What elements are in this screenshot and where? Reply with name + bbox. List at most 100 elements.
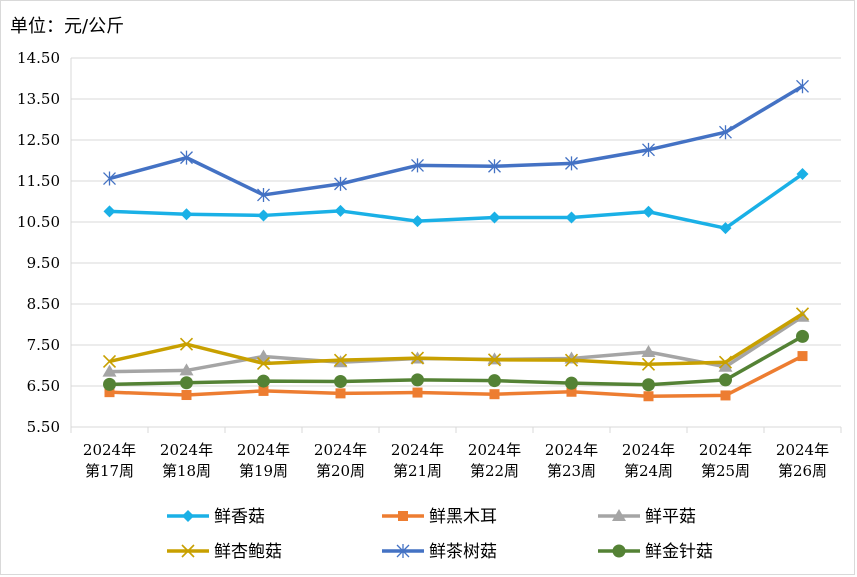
data-point bbox=[612, 509, 626, 521]
legend-item: 鲜茶树菇 bbox=[382, 542, 497, 562]
x-tick-label-week: 第23周 bbox=[547, 462, 596, 480]
data-point bbox=[642, 205, 655, 218]
legend-label: 鲜黑木耳 bbox=[429, 507, 497, 527]
data-point bbox=[795, 307, 810, 321]
plot-area bbox=[102, 79, 810, 402]
data-point bbox=[333, 353, 348, 367]
series-line bbox=[109, 354, 804, 398]
data-point bbox=[718, 359, 733, 372]
x-tick-label-year: 2024年 bbox=[468, 441, 521, 459]
x-tick-label-year: 2024年 bbox=[391, 441, 444, 459]
x-tick-label-year: 2024年 bbox=[314, 441, 367, 459]
data-point bbox=[180, 150, 193, 165]
data-point bbox=[565, 156, 578, 171]
series-line bbox=[109, 312, 804, 367]
unit-label: 单位：元/公斤 bbox=[10, 16, 125, 37]
data-point bbox=[257, 374, 270, 388]
data-point bbox=[797, 351, 808, 362]
series-4 bbox=[102, 307, 810, 371]
data-point bbox=[641, 357, 656, 371]
data-point bbox=[488, 211, 501, 224]
data-point bbox=[334, 204, 347, 217]
x-tick-label-week: 第19周 bbox=[239, 462, 288, 480]
data-point bbox=[256, 356, 271, 371]
y-tick-label: 12.50 bbox=[17, 131, 60, 149]
x-tick-label-week: 第20周 bbox=[316, 462, 365, 480]
data-point bbox=[718, 355, 733, 369]
data-point bbox=[488, 374, 501, 388]
x-tick-label-year: 2024年 bbox=[622, 441, 675, 459]
x-tick-label-year: 2024年 bbox=[545, 441, 598, 459]
y-tick-label: 5.50 bbox=[27, 418, 60, 436]
data-point bbox=[411, 373, 424, 387]
data-point bbox=[180, 376, 193, 390]
x-tick-label-week: 第25周 bbox=[701, 462, 750, 480]
data-point bbox=[179, 363, 194, 376]
x-tick-label-week: 第18周 bbox=[162, 462, 211, 480]
data-point bbox=[102, 364, 117, 377]
data-point bbox=[796, 329, 809, 343]
data-point bbox=[643, 391, 654, 402]
data-point bbox=[796, 168, 809, 181]
data-point bbox=[719, 222, 732, 235]
x-tick-label-week: 第17周 bbox=[85, 462, 134, 480]
series-5 bbox=[103, 79, 809, 202]
x-tick-label-year: 2024年 bbox=[160, 441, 213, 459]
y-tick-label: 7.50 bbox=[27, 336, 60, 354]
data-point bbox=[487, 353, 502, 367]
x-tick-label-year: 2024年 bbox=[83, 441, 136, 459]
x-tick-label-week: 第22周 bbox=[470, 462, 519, 480]
x-tick-label-year: 2024年 bbox=[699, 441, 752, 459]
y-axis: 14.50 13.50 12.50 11.50 10.50 9.50 8.50 7.50 6.5… bbox=[17, 49, 60, 436]
series-line bbox=[109, 84, 804, 197]
x-tick-label-week: 第24周 bbox=[624, 462, 673, 480]
legend-item: 鲜平菇 bbox=[598, 507, 696, 527]
data-point bbox=[257, 187, 270, 202]
data-point bbox=[566, 386, 577, 397]
data-point bbox=[179, 337, 194, 351]
x-tick-label-week: 第26周 bbox=[778, 462, 827, 480]
data-point bbox=[720, 390, 731, 401]
data-point bbox=[182, 510, 194, 522]
data-point bbox=[257, 209, 270, 222]
series-2 bbox=[104, 351, 808, 402]
data-point bbox=[334, 176, 347, 191]
legend-item: 鲜香菇 bbox=[167, 507, 265, 527]
data-point bbox=[102, 354, 117, 368]
y-tick-label: 11.50 bbox=[17, 172, 60, 190]
x-tick-label-year: 2024年 bbox=[776, 441, 829, 459]
data-point bbox=[104, 387, 115, 398]
legend-label: 鲜平菇 bbox=[645, 507, 696, 527]
legend-label: 鲜杏鲍菇 bbox=[214, 542, 282, 562]
series-6 bbox=[103, 329, 809, 392]
data-point bbox=[181, 544, 195, 558]
y-tick-label: 6.50 bbox=[27, 377, 60, 395]
data-point bbox=[103, 205, 116, 218]
data-point bbox=[565, 376, 578, 390]
data-point bbox=[411, 215, 424, 228]
data-point bbox=[181, 390, 192, 401]
data-point bbox=[612, 544, 626, 558]
data-point bbox=[180, 208, 193, 221]
data-point bbox=[642, 378, 655, 392]
x-tick-label-year: 2024年 bbox=[237, 441, 290, 459]
data-point bbox=[335, 388, 346, 399]
y-tick-label: 9.50 bbox=[27, 254, 60, 272]
x-tick-label-week: 第21周 bbox=[393, 462, 442, 480]
data-point bbox=[719, 373, 732, 387]
data-point bbox=[410, 351, 425, 365]
data-point bbox=[641, 344, 656, 357]
series-1 bbox=[103, 168, 809, 235]
y-tick-label: 14.50 bbox=[17, 49, 60, 67]
data-point bbox=[412, 387, 423, 398]
series-3 bbox=[102, 309, 810, 377]
data-point bbox=[564, 353, 579, 367]
y-tick-label: 10.50 bbox=[17, 213, 60, 231]
y-tick-label: 13.50 bbox=[17, 90, 60, 108]
data-point bbox=[334, 374, 347, 388]
legend-label: 鲜香菇 bbox=[214, 507, 265, 527]
legend-item: 鲜杏鲍菇 bbox=[167, 542, 282, 562]
